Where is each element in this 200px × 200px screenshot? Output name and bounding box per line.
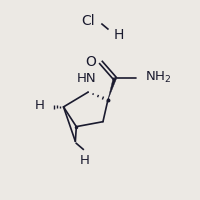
Text: H: H [79,154,89,167]
Text: O: O [85,55,96,69]
Text: HN: HN [76,72,96,85]
Text: Cl: Cl [81,14,95,28]
Text: NH$_2$: NH$_2$ [145,70,172,85]
Text: H: H [35,99,45,112]
Polygon shape [108,78,116,100]
Text: H: H [114,28,124,42]
